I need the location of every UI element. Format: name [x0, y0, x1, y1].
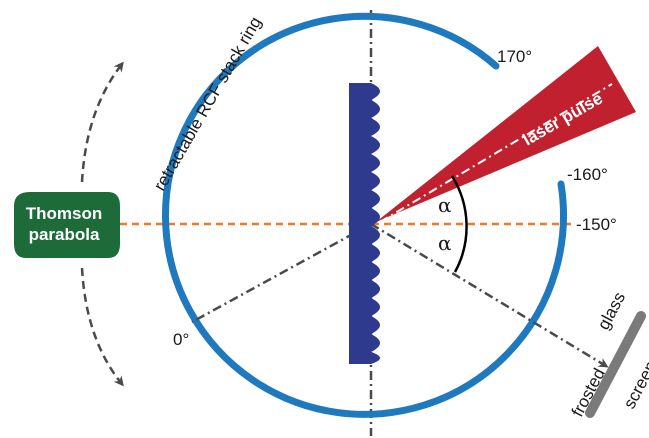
label-170: 170°	[497, 47, 532, 66]
laser-axis	[379, 83, 613, 223]
alpha-upper: α	[438, 193, 452, 217]
rotation-arrow-down	[80, 267, 124, 387]
label-minus160: -160°	[567, 165, 608, 184]
alpha-lower: α	[438, 231, 452, 255]
label-minus150: -150°	[576, 215, 617, 234]
ring-label: retractable RCF stack ring	[150, 14, 265, 194]
angle-arc	[450, 175, 468, 273]
target-foil	[349, 83, 380, 364]
zero-degree-line	[191, 222, 372, 324]
rcf-stack-ring	[161, 12, 567, 418]
thomson-label-line1: Thomson	[26, 204, 103, 223]
screen-word-glass: glass	[594, 289, 629, 333]
laser-pulse-cone	[376, 46, 636, 222]
frosted-glass-screen	[585, 311, 646, 418]
thomson-parabola	[14, 192, 120, 258]
thomson-label-line2: parabola	[29, 225, 100, 244]
rotation-arrow-up	[80, 61, 124, 183]
label-0: 0°	[173, 330, 189, 349]
screen-line	[370, 222, 609, 368]
screen-word-screen: screen	[620, 358, 649, 412]
